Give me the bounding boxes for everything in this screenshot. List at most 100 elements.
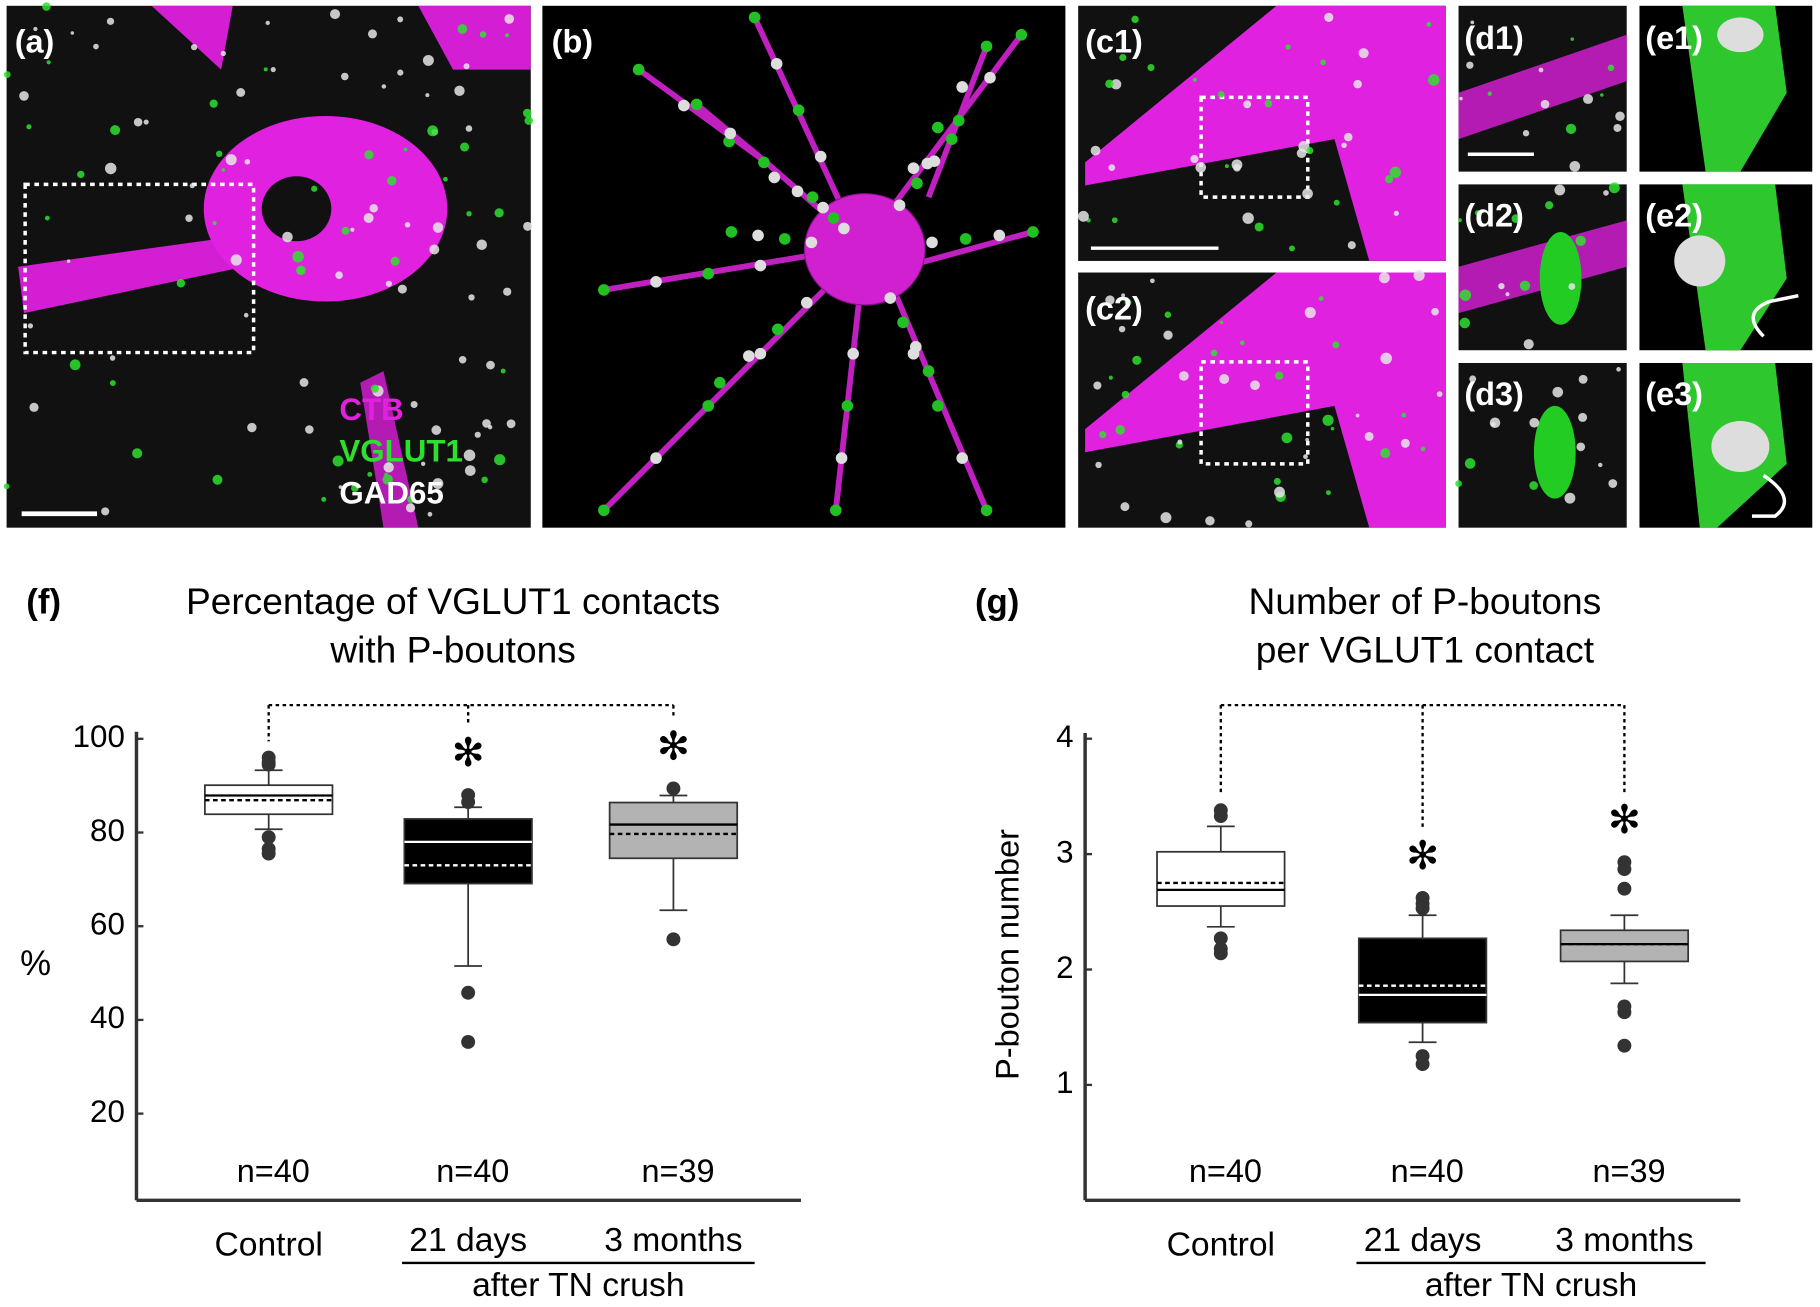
speckle bbox=[104, 162, 117, 175]
speckle bbox=[1464, 458, 1476, 469]
significance-marker: ✻ bbox=[452, 731, 485, 775]
speckle bbox=[132, 448, 143, 459]
speckle bbox=[1095, 461, 1102, 469]
p-bouton-3d bbox=[1674, 235, 1726, 287]
speckle bbox=[93, 43, 99, 50]
neuron-a bbox=[18, 5, 531, 528]
x-tick-label: Control bbox=[214, 1227, 322, 1264]
speckle bbox=[1322, 414, 1334, 426]
speckle bbox=[1163, 330, 1173, 340]
speckle bbox=[1273, 477, 1281, 485]
speckle bbox=[209, 99, 218, 108]
y-tick-label: 60 bbox=[90, 906, 125, 941]
panel-label: (a) bbox=[15, 24, 55, 60]
speckle bbox=[524, 116, 534, 125]
speckle bbox=[1565, 123, 1577, 134]
speckle bbox=[1306, 147, 1314, 155]
bouton-sphere bbox=[1015, 28, 1028, 41]
speckle bbox=[1108, 375, 1113, 380]
panel-label: (d3) bbox=[1464, 376, 1524, 412]
bouton-sphere bbox=[932, 121, 944, 134]
panel-label: (c1) bbox=[1085, 24, 1143, 60]
speckle bbox=[1250, 380, 1260, 391]
speckle bbox=[1302, 188, 1313, 200]
speckle bbox=[292, 250, 304, 263]
charts: (f) Percentage of VGLUT1 contacts with P-b… bbox=[20, 580, 1741, 1304]
speckle bbox=[1393, 210, 1399, 216]
speckle bbox=[1160, 512, 1172, 524]
speckle bbox=[494, 208, 504, 218]
speckle bbox=[1239, 340, 1245, 346]
bouton-sphere bbox=[897, 316, 909, 329]
speckle bbox=[321, 496, 327, 502]
speckle bbox=[422, 54, 434, 66]
bouton-sphere bbox=[650, 452, 662, 464]
bouton bbox=[1533, 405, 1576, 499]
speckle bbox=[1281, 432, 1293, 444]
bouton-sphere bbox=[725, 226, 738, 238]
speckle bbox=[1522, 130, 1530, 137]
speckle bbox=[225, 154, 237, 166]
speckle bbox=[1219, 320, 1224, 325]
speckle bbox=[1420, 446, 1426, 452]
speckle bbox=[458, 355, 467, 364]
outlier bbox=[1617, 881, 1632, 896]
x-tick-label: 21 days bbox=[1364, 1222, 1482, 1259]
outlier bbox=[666, 932, 681, 947]
bouton-sphere bbox=[956, 81, 968, 93]
speckle bbox=[1305, 437, 1310, 442]
bouton-sphere bbox=[993, 229, 1006, 242]
speckle bbox=[341, 226, 350, 235]
outlier bbox=[461, 1034, 476, 1049]
speckle bbox=[1099, 431, 1107, 439]
speckle bbox=[1564, 492, 1576, 504]
speckle bbox=[397, 69, 404, 76]
speckle bbox=[1195, 162, 1207, 173]
bouton-3d bbox=[1682, 184, 1787, 351]
x-tick-label: 3 months bbox=[604, 1222, 742, 1259]
speckle bbox=[1288, 245, 1295, 252]
speckle bbox=[1224, 164, 1229, 169]
speckle bbox=[1205, 516, 1215, 526]
speckle bbox=[1578, 412, 1588, 422]
speckle bbox=[1538, 67, 1544, 73]
speckle bbox=[1285, 44, 1291, 50]
speckle bbox=[1459, 317, 1471, 329]
bouton-sphere bbox=[911, 177, 923, 190]
speckle bbox=[26, 124, 32, 130]
speckle bbox=[1575, 235, 1586, 247]
bouton-sphere bbox=[980, 40, 993, 53]
speckle bbox=[338, 485, 343, 489]
panel-label: (d1) bbox=[1464, 20, 1524, 56]
speckle bbox=[299, 378, 309, 387]
bouton-sphere bbox=[980, 504, 993, 517]
y-tick-label: 20 bbox=[90, 1094, 125, 1129]
speckle bbox=[1455, 480, 1462, 487]
speckle bbox=[1487, 91, 1492, 96]
speckle bbox=[1413, 269, 1425, 282]
box bbox=[1559, 929, 1690, 963]
speckle bbox=[1578, 374, 1588, 384]
speckle bbox=[1458, 218, 1462, 223]
bouton-sphere bbox=[835, 452, 848, 464]
bouton-sphere bbox=[778, 233, 791, 245]
speckle bbox=[454, 85, 465, 97]
speckle bbox=[1132, 355, 1142, 365]
box bbox=[1357, 937, 1488, 1024]
speckle bbox=[332, 455, 344, 467]
speckle bbox=[481, 476, 488, 484]
outlier bbox=[1213, 946, 1228, 961]
p-bouton-3d bbox=[1717, 17, 1764, 53]
speckle bbox=[523, 221, 533, 231]
speckle bbox=[1459, 96, 1463, 101]
outlier bbox=[1617, 862, 1632, 877]
speckle bbox=[1344, 132, 1353, 142]
speckle bbox=[1178, 371, 1189, 381]
speckle bbox=[133, 117, 143, 127]
bouton-sphere bbox=[1027, 226, 1039, 238]
speckle bbox=[1568, 283, 1576, 290]
bouton-sphere bbox=[724, 127, 737, 140]
speckle bbox=[143, 119, 149, 125]
bouton-sphere bbox=[791, 185, 804, 198]
speckle bbox=[404, 222, 411, 228]
